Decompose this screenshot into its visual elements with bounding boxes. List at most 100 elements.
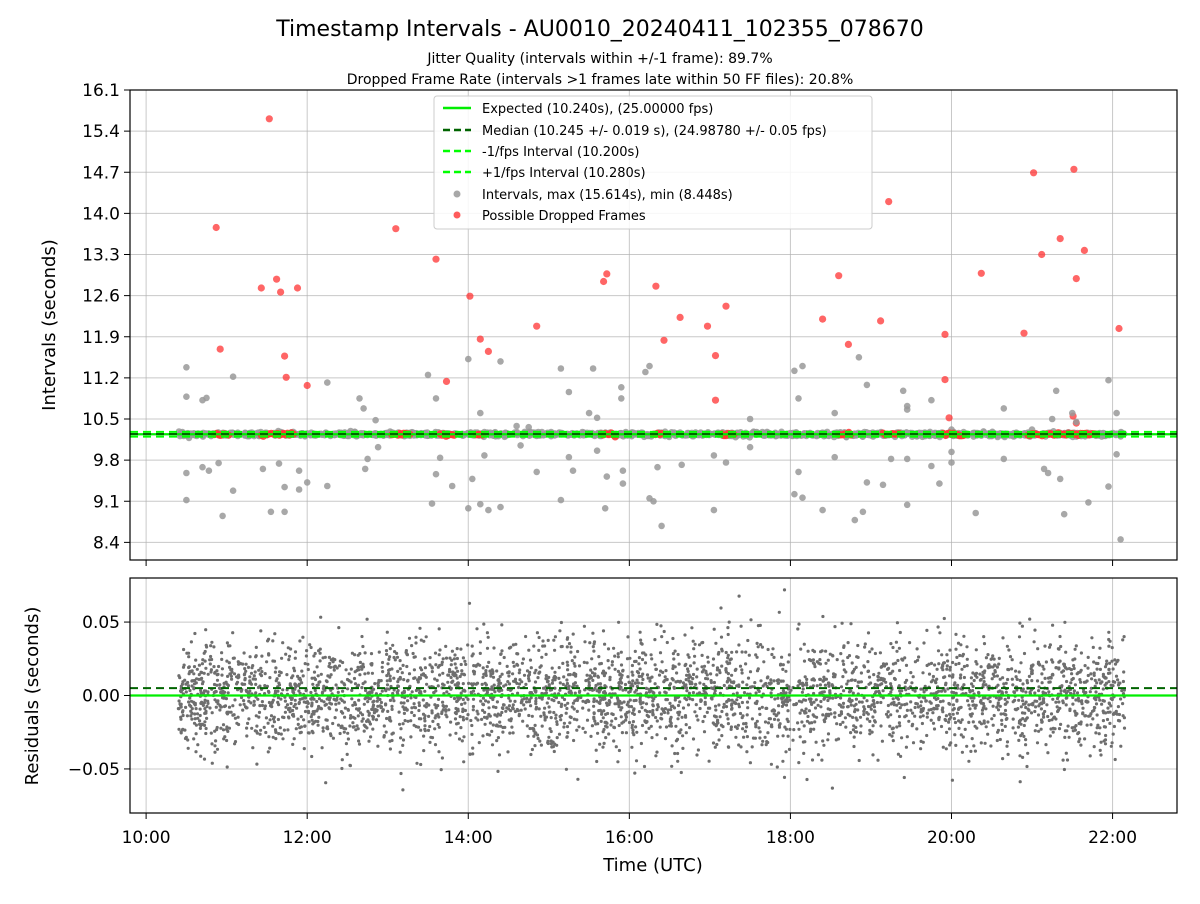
interval-point xyxy=(819,507,826,514)
residual-point xyxy=(618,724,621,727)
residual-point xyxy=(626,657,629,660)
residual-point xyxy=(511,672,514,675)
interval-point xyxy=(900,388,907,395)
residual-point xyxy=(637,681,640,684)
residual-point xyxy=(600,720,603,723)
residual-point xyxy=(1114,758,1117,761)
residual-point xyxy=(177,674,180,677)
interval-point xyxy=(1045,470,1052,477)
residual-point xyxy=(350,697,353,700)
residual-point xyxy=(688,692,691,695)
interval-point xyxy=(485,507,492,514)
residual-point xyxy=(414,706,417,709)
residual-point xyxy=(1106,707,1109,710)
residual-point xyxy=(1006,678,1009,681)
residual-point xyxy=(828,696,831,699)
residual-point xyxy=(633,691,636,694)
residual-point xyxy=(281,641,284,644)
residual-point xyxy=(1060,689,1063,692)
residual-point xyxy=(1051,673,1054,676)
residual-point xyxy=(442,657,445,660)
residual-point xyxy=(596,732,599,735)
residual-point xyxy=(894,678,897,681)
residual-point xyxy=(865,711,868,714)
residual-point xyxy=(868,720,871,723)
interval-point xyxy=(620,467,627,474)
residual-point xyxy=(598,743,601,746)
residual-point xyxy=(792,728,795,731)
residual-point xyxy=(972,696,975,699)
residual-point xyxy=(1118,713,1121,716)
residual-point xyxy=(572,739,575,742)
residual-point xyxy=(1057,667,1060,670)
residual-point xyxy=(549,727,552,730)
residual-point xyxy=(942,661,945,664)
residual-point xyxy=(274,691,277,694)
residual-point xyxy=(648,710,651,713)
residual-point xyxy=(198,719,201,722)
dropped-frame-point xyxy=(941,376,948,383)
residual-point xyxy=(1123,635,1126,638)
residual-point xyxy=(1076,672,1079,675)
residual-point xyxy=(339,697,342,700)
top-y-tick-label: 9.8 xyxy=(93,451,120,471)
residual-point xyxy=(822,679,825,682)
residual-point xyxy=(816,660,819,663)
residual-point xyxy=(715,673,718,676)
residual-point xyxy=(383,724,386,727)
residual-point xyxy=(360,635,363,638)
residual-point xyxy=(583,625,586,628)
residual-point xyxy=(562,675,565,678)
interval-point xyxy=(449,483,456,490)
residual-point xyxy=(345,668,348,671)
residual-point xyxy=(419,763,422,766)
residual-point xyxy=(818,678,821,681)
residual-point xyxy=(741,727,744,730)
residual-point xyxy=(841,622,844,625)
interval-point xyxy=(429,500,436,507)
residual-point xyxy=(842,689,845,692)
residual-point xyxy=(1041,681,1044,684)
residual-point xyxy=(886,668,889,671)
residual-point xyxy=(655,733,658,736)
residual-point xyxy=(289,682,292,685)
residual-point xyxy=(660,635,663,638)
residual-point xyxy=(1022,735,1025,738)
residual-point xyxy=(1119,697,1122,700)
residual-point xyxy=(288,655,291,658)
residual-point xyxy=(542,711,545,714)
residual-point xyxy=(934,681,937,684)
residual-point xyxy=(524,707,527,710)
residual-point xyxy=(896,621,899,624)
residual-point xyxy=(476,663,479,666)
residual-point xyxy=(449,733,452,736)
residual-point xyxy=(289,710,292,713)
residual-point xyxy=(1010,667,1013,670)
residual-point xyxy=(610,712,613,715)
residual-point xyxy=(928,700,931,703)
residual-point xyxy=(984,742,987,745)
residual-point xyxy=(646,714,649,717)
residual-point xyxy=(547,697,550,700)
residual-point xyxy=(413,714,416,717)
residual-point xyxy=(353,717,356,720)
residual-point xyxy=(982,707,985,710)
residual-point xyxy=(1095,681,1098,684)
residual-point xyxy=(529,659,532,662)
residual-point xyxy=(1036,679,1039,682)
residual-point xyxy=(1025,701,1028,704)
residual-point xyxy=(508,732,511,735)
residual-point xyxy=(321,746,324,749)
residual-point xyxy=(423,724,426,727)
residual-point xyxy=(1011,678,1014,681)
residual-point xyxy=(293,737,296,740)
dropped-frame-point xyxy=(712,352,719,359)
interval-point xyxy=(1117,536,1124,543)
residual-point xyxy=(772,679,775,682)
residual-point xyxy=(1012,726,1015,729)
interval-point xyxy=(364,456,371,463)
residual-point xyxy=(998,698,1001,701)
residual-point xyxy=(203,758,206,761)
residual-point xyxy=(367,672,370,675)
residual-point xyxy=(831,684,834,687)
